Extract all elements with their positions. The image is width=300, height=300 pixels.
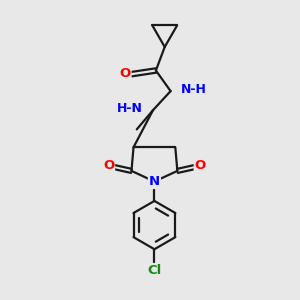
Text: Cl: Cl [147, 264, 161, 277]
Text: H-N: H-N [117, 102, 142, 115]
Text: N: N [149, 175, 160, 188]
Text: O: O [195, 159, 206, 172]
Text: O: O [103, 159, 114, 172]
Text: N-H: N-H [181, 83, 207, 96]
Text: O: O [119, 67, 130, 80]
